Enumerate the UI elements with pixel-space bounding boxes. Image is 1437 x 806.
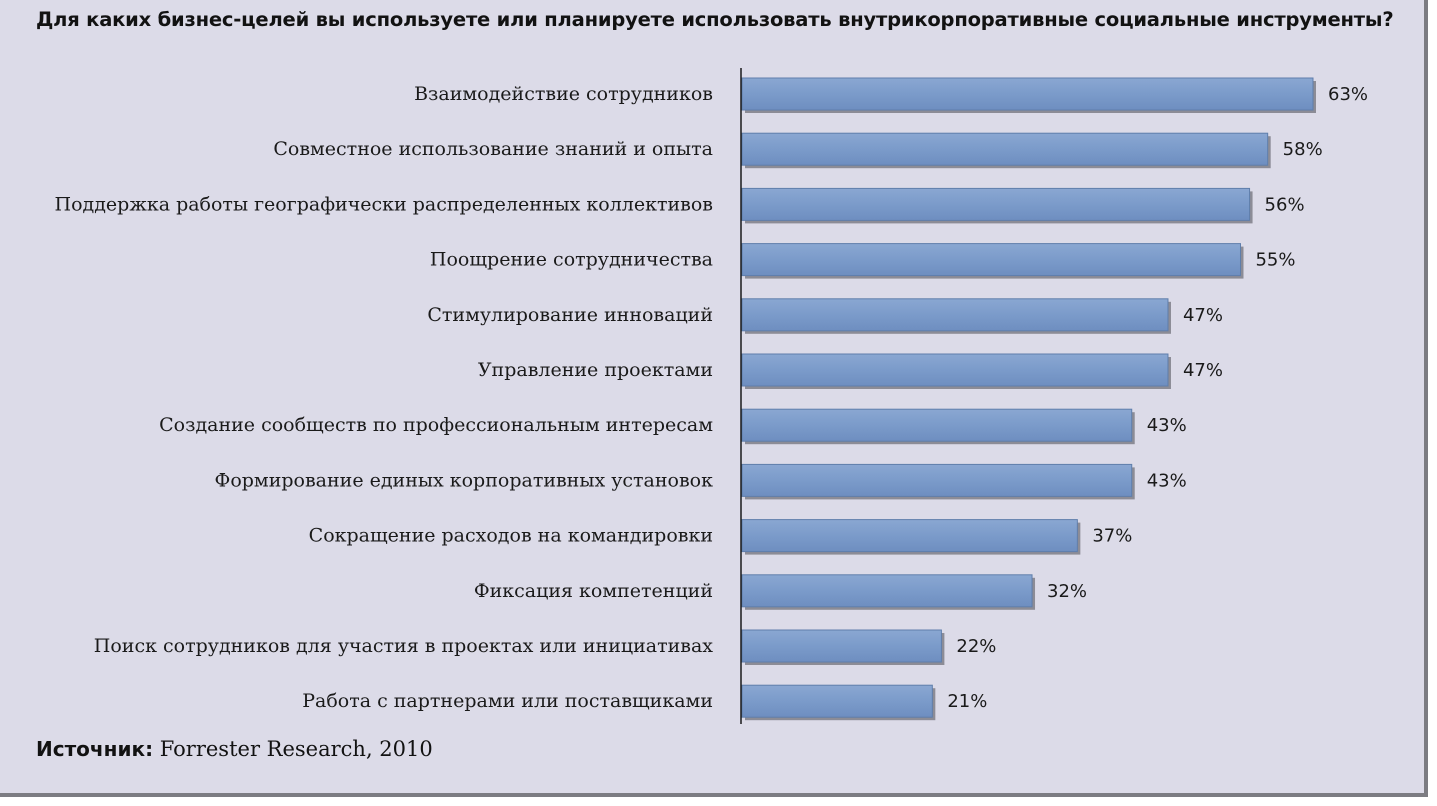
bar-6	[741, 353, 1169, 387]
source-note: Источник: Forrester Research, 2010	[36, 736, 433, 762]
category-label: Управление проектами	[478, 359, 713, 381]
value-label: 63%	[1328, 84, 1368, 105]
value-label: 37%	[1092, 526, 1132, 547]
bar-12	[741, 684, 933, 718]
category-label: Поддержка работы географически распредел…	[55, 193, 713, 215]
value-label: 43%	[1147, 470, 1187, 491]
bar-10	[741, 574, 1033, 608]
value-label: 47%	[1183, 360, 1223, 381]
value-label: 55%	[1255, 250, 1295, 271]
value-label: 58%	[1283, 139, 1323, 160]
source-label: Источник:	[36, 737, 154, 761]
value-label: 22%	[956, 636, 996, 657]
bar-7	[741, 408, 1133, 442]
value-label: 47%	[1183, 305, 1223, 326]
category-label: Сокращение расходов на командировки	[309, 525, 713, 547]
bar-3	[741, 187, 1251, 221]
value-label: 21%	[947, 691, 987, 712]
category-label: Поиск сотрудников для участия в проектах…	[94, 635, 713, 657]
bar-9	[741, 519, 1078, 553]
bar-4	[741, 243, 1241, 277]
value-label: 32%	[1047, 581, 1087, 602]
category-label: Фиксация компетенций	[474, 580, 713, 602]
bars-layer	[741, 77, 1316, 721]
labels-layer: Взаимодействие сотрудников 63% Совместное …	[55, 83, 1368, 712]
category-label: Взаимодействие сотрудников	[414, 83, 713, 105]
chart-title: Для каких бизнес-целей вы используете ил…	[36, 8, 1394, 31]
category-label: Стимулирование инноваций	[427, 304, 713, 326]
source-text: Forrester Research, 2010	[153, 737, 433, 761]
bar-1	[741, 77, 1314, 111]
category-label: Поощрение сотрудничества	[430, 249, 713, 271]
bar-2	[741, 132, 1269, 166]
category-label: Работа с партнерами или поставщиками	[302, 690, 713, 712]
category-label: Формирование единых корпоративных устано…	[215, 469, 714, 491]
category-label: Совместное использование знаний и опыта	[273, 138, 713, 160]
bar-8	[741, 463, 1133, 497]
bar-chart: Взаимодействие сотрудников 63% Совместное …	[55, 68, 1368, 724]
bar-11	[741, 629, 942, 663]
category-label: Создание сообществ по профессиональным и…	[159, 414, 713, 436]
value-label: 43%	[1147, 415, 1187, 436]
value-label: 56%	[1265, 194, 1305, 215]
bar-5	[741, 298, 1169, 332]
